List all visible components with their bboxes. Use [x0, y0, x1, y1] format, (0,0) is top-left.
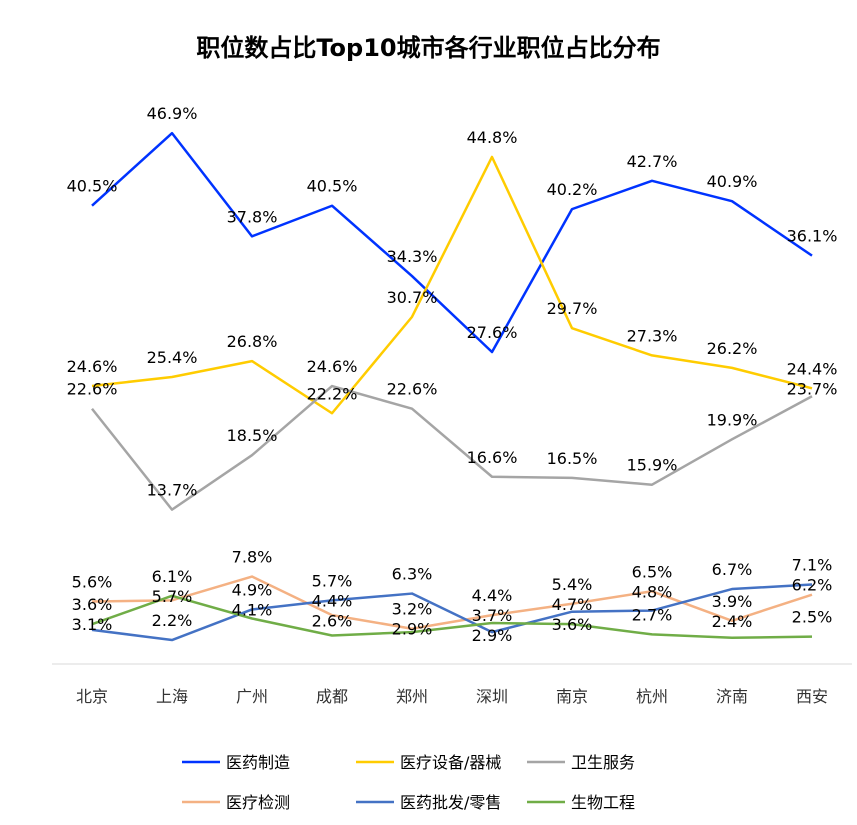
data-label: 34.3% [387, 247, 438, 266]
data-label: 3.9% [712, 592, 753, 611]
data-label: 24.6% [67, 357, 118, 376]
data-label: 27.6% [467, 323, 518, 342]
data-label: 2.9% [472, 626, 513, 645]
data-label: 5.7% [312, 571, 353, 590]
data-label: 2.2% [152, 611, 193, 630]
data-label: 2.5% [792, 608, 833, 627]
data-label: 6.3% [392, 565, 433, 584]
data-label: 26.2% [707, 339, 758, 358]
data-label: 24.6% [307, 357, 358, 376]
series-line [91, 575, 813, 630]
x-tick-label: 济南 [716, 687, 748, 706]
series-line [91, 131, 813, 354]
data-label: 36.1% [787, 227, 838, 246]
data-label: 22.6% [387, 380, 438, 399]
series-line [91, 583, 813, 642]
x-tick-label: 西安 [796, 687, 828, 706]
x-tick-label: 北京 [76, 687, 108, 706]
data-label: 29.7% [547, 299, 598, 318]
data-label: 46.9% [147, 104, 198, 123]
data-label: 4.4% [312, 591, 353, 610]
data-label: 6.2% [792, 576, 833, 595]
data-label: 23.7% [787, 379, 838, 398]
data-label: 42.7% [627, 152, 678, 171]
legend-label: 医药批发/零售 [400, 793, 501, 812]
data-label: 2.6% [312, 611, 353, 630]
data-label: 18.5% [227, 426, 278, 445]
data-label: 4.8% [632, 582, 673, 601]
data-label: 44.8% [467, 128, 518, 147]
data-label: 7.1% [792, 556, 833, 575]
data-label: 15.9% [627, 456, 678, 475]
series-line [91, 384, 813, 511]
data-label: 19.9% [707, 410, 758, 429]
data-label: 40.5% [67, 177, 118, 196]
data-label: 7.8% [232, 548, 273, 567]
data-label: 5.7% [152, 587, 193, 606]
data-label: 24.4% [787, 359, 838, 378]
x-tick-label: 深圳 [476, 687, 508, 706]
data-label: 27.3% [627, 326, 678, 345]
data-label: 30.7% [387, 288, 438, 307]
data-label: 16.6% [467, 448, 518, 467]
data-label: 6.5% [632, 562, 673, 581]
series-line [91, 594, 813, 640]
x-tick-label: 郑州 [396, 687, 428, 706]
data-label: 37.8% [227, 207, 278, 226]
data-label: 40.9% [707, 172, 758, 191]
data-label: 13.7% [147, 481, 198, 500]
legend-label: 卫生服务 [571, 753, 635, 772]
x-tick-label: 广州 [236, 687, 268, 706]
data-label: 3.6% [552, 615, 593, 634]
data-label: 5.6% [72, 573, 113, 592]
chart-title: 职位数占比Top10城市各行业职位占比分布 [196, 34, 661, 62]
data-label: 4.9% [232, 580, 273, 599]
legend-label: 医疗检测 [226, 793, 290, 812]
legend-label: 生物工程 [571, 793, 635, 812]
data-label: 3.6% [72, 595, 113, 614]
series-line [91, 155, 813, 415]
data-label: 5.4% [552, 575, 593, 594]
legend-label: 医药制造 [226, 753, 290, 772]
data-label: 3.1% [72, 615, 113, 634]
data-label: 22.6% [67, 380, 118, 399]
data-label: 3.7% [472, 606, 513, 625]
data-label: 4.4% [472, 586, 513, 605]
x-tick-label: 上海 [156, 687, 188, 706]
legend-label: 医疗设备/器械 [400, 753, 501, 772]
data-label: 2.4% [712, 612, 753, 631]
data-label: 2.7% [632, 605, 673, 624]
x-tick-label: 成都 [316, 687, 348, 706]
data-label: 4.7% [552, 595, 593, 614]
x-tick-label: 南京 [556, 687, 588, 706]
data-label: 2.9% [392, 620, 433, 639]
data-label: 6.1% [152, 567, 193, 586]
data-label: 6.7% [712, 560, 753, 579]
data-label: 4.1% [232, 600, 273, 619]
data-label: 16.5% [547, 449, 598, 468]
data-label: 22.2% [307, 384, 358, 403]
data-label: 26.8% [227, 332, 278, 351]
data-label: 40.5% [307, 177, 358, 196]
data-label: 3.2% [392, 600, 433, 619]
data-label: 40.2% [547, 180, 598, 199]
data-label: 25.4% [147, 348, 198, 367]
x-tick-label: 杭州 [636, 687, 668, 706]
